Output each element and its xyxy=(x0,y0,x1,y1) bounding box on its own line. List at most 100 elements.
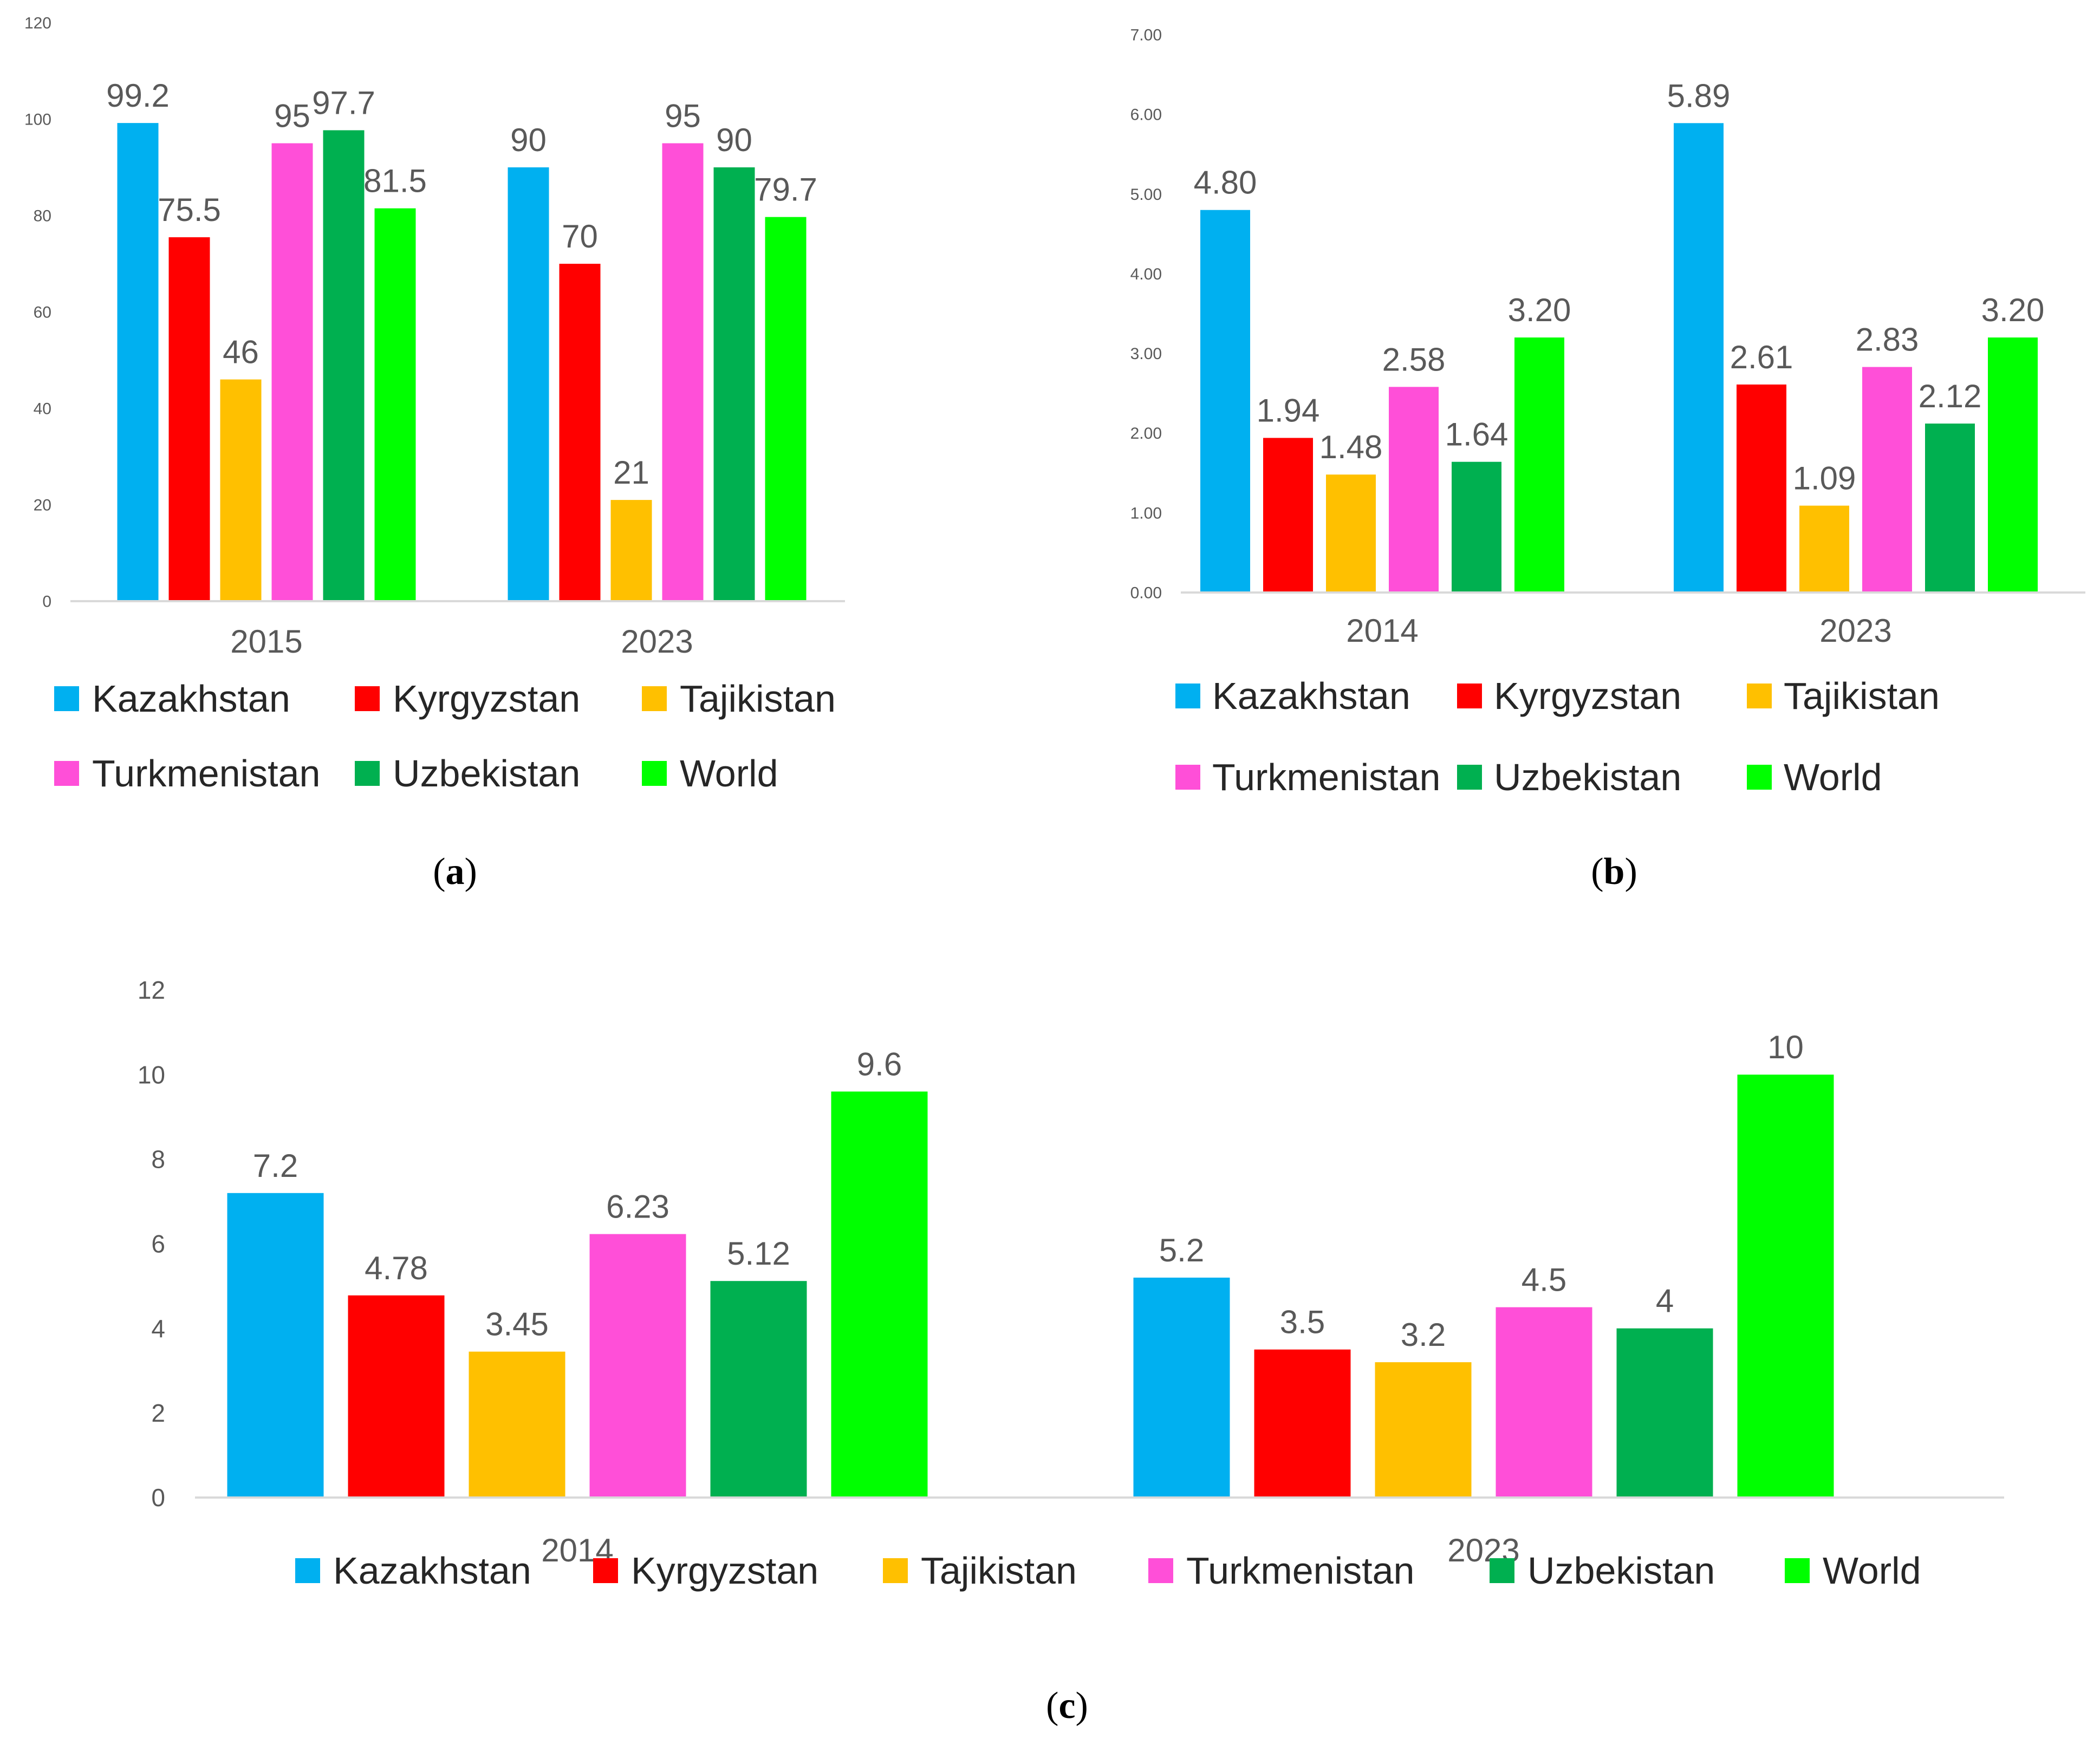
bar-tajikistan-2023 xyxy=(1799,505,1849,593)
legend-swatch-tajikistan xyxy=(883,1558,908,1583)
data-label-turkmenistan-2023: 4.5 xyxy=(1522,1262,1566,1298)
y-tick-label: 100 xyxy=(24,111,51,129)
chart-panel-a: 0 20 40 60 80 100 120 99.2 75.5 46 95 97.7 81.5 2015 9… xyxy=(0,0,867,812)
y-tick-label: 4.00 xyxy=(1130,265,1162,283)
bar-world-2014 xyxy=(831,1091,928,1498)
legend-label: Turkmenistan xyxy=(92,752,321,795)
legend-swatch-turkmenistan xyxy=(1175,765,1200,790)
legend-label: World xyxy=(1784,756,1882,798)
data-label-tajikistan-2015: 46 xyxy=(223,334,259,370)
data-label-kazakhstan-2014: 4.80 xyxy=(1194,165,1257,201)
y-tick-label: 0 xyxy=(151,1483,165,1512)
data-label-world-2023: 79.7 xyxy=(754,172,817,208)
y-tick-label: 60 xyxy=(34,304,51,322)
bar-world-2023 xyxy=(1737,1075,1834,1498)
legend-item-kyrgyzstan: Kyrgyzstan xyxy=(355,677,642,720)
data-label-uzbekistan-2023: 90 xyxy=(716,122,752,158)
bar-tajikistan-2015 xyxy=(220,379,262,601)
legend-item-kyrgyzstan: Kyrgyzstan xyxy=(593,1549,883,1592)
legend-item-turkmenistan: Turkmenistan xyxy=(54,752,355,795)
bar-world-2023 xyxy=(1988,337,2038,593)
legend-label: Kazakhstan xyxy=(92,678,290,720)
y-tick-label: 2.00 xyxy=(1130,425,1162,442)
y-tick-label: 40 xyxy=(34,400,51,418)
y-tick-label: 4 xyxy=(151,1314,165,1343)
bar-world-2015 xyxy=(374,208,416,601)
data-label-kyrgyzstan-2023: 70 xyxy=(562,218,598,255)
x-category-label: 2015 xyxy=(230,623,302,660)
bar-kyrgyzstan-2023 xyxy=(1737,384,1786,593)
data-label-turkmenistan-2023: 2.83 xyxy=(1856,322,1919,358)
caption-a-letter: a xyxy=(445,851,465,893)
legend-item-kazakhstan: Kazakhstan xyxy=(54,677,355,720)
data-label-turkmenistan-2023: 95 xyxy=(665,98,701,134)
bar-uzbekistan-2023 xyxy=(713,167,755,601)
bar-kyrgyzstan-2023 xyxy=(1254,1349,1351,1498)
caption-b: (b) xyxy=(1591,851,1637,893)
data-label-kyrgyzstan-2014: 1.94 xyxy=(1257,393,1320,429)
bar-uzbekistan-2014 xyxy=(710,1281,807,1498)
legend-label: Kyrgyzstan xyxy=(631,1550,819,1592)
data-label-kazakhstan-2023: 90 xyxy=(510,122,547,158)
chart-panel-c: 0 2 4 6 8 10 12 7.2 4.78 3.45 6.23 5.12 9.6 2014 5.2 3.… xyxy=(0,921,2100,1751)
y-tick-label: 6 xyxy=(151,1230,165,1258)
y-tick-label: 6.00 xyxy=(1130,106,1162,124)
legend-swatch-turkmenistan xyxy=(1148,1558,1173,1583)
data-label-world-2014: 3.20 xyxy=(1508,292,1571,328)
legend-swatch-tajikistan xyxy=(642,686,667,711)
x-category-label: 2014 xyxy=(1346,613,1418,649)
legend-label: World xyxy=(1823,1550,1921,1592)
data-label-tajikistan-2023: 3.2 xyxy=(1401,1317,1446,1353)
data-label-kyrgyzstan-2023: 2.61 xyxy=(1730,339,1793,375)
legend-label: Tajikistan xyxy=(680,678,836,720)
legend-item-world: World xyxy=(1785,1549,2001,1592)
legend-item-world: World xyxy=(642,752,896,795)
y-tick-label: 1.00 xyxy=(1130,504,1162,522)
legend-swatch-world xyxy=(1785,1558,1810,1583)
chart-c-legend: Kazakhstan Kyrgyzstan Tajikistan Turkmen… xyxy=(295,1549,2001,1592)
legend-label: Tajikistan xyxy=(921,1550,1077,1592)
bar-kyrgyzstan-2014 xyxy=(348,1295,445,1498)
legend-swatch-tajikistan xyxy=(1747,684,1772,708)
bar-tajikistan-2014 xyxy=(469,1351,565,1498)
bar-tajikistan-2023 xyxy=(1375,1362,1472,1498)
legend-item-tajikistan: Tajikistan xyxy=(642,677,896,720)
bar-kazakhstan-2023 xyxy=(508,167,549,601)
data-label-world-2014: 9.6 xyxy=(857,1046,902,1082)
data-label-turkmenistan-2015: 95 xyxy=(274,98,310,134)
y-tick-label: 8 xyxy=(151,1145,165,1173)
y-tick-label: 80 xyxy=(34,207,51,225)
bar-uzbekistan-2023 xyxy=(1925,424,1975,593)
caption-c: (c) xyxy=(1046,1685,1088,1727)
y-tick-label: 5.00 xyxy=(1130,186,1162,204)
chart-b-plot: 0.00 1.00 2.00 3.00 4.00 5.00 6.00 7.00 4.80 1.94… xyxy=(1130,27,2085,649)
caption-c-letter: c xyxy=(1058,1685,1076,1727)
data-label-tajikistan-2014: 3.45 xyxy=(485,1306,549,1343)
data-label-uzbekistan-2023: 4 xyxy=(1656,1283,1674,1319)
y-tick-label: 10 xyxy=(138,1060,165,1089)
bar-world-2023 xyxy=(765,217,807,601)
x-category-label: 2023 xyxy=(621,623,693,660)
legend-item-kazakhstan: Kazakhstan xyxy=(1175,674,1457,718)
y-tick-label: 3.00 xyxy=(1130,345,1162,363)
y-tick-label: 12 xyxy=(138,976,165,1004)
data-label-tajikistan-2014: 1.48 xyxy=(1319,429,1383,465)
data-label-tajikistan-2023: 21 xyxy=(613,454,649,491)
y-tick-label: 0 xyxy=(42,593,51,611)
data-label-kazakhstan-2014: 7.2 xyxy=(253,1148,298,1184)
data-label-kyrgyzstan-2014: 4.78 xyxy=(365,1250,428,1286)
y-tick-label: 20 xyxy=(34,497,51,515)
data-label-world-2015: 81.5 xyxy=(363,163,427,199)
y-tick-label: 2 xyxy=(151,1399,165,1427)
legend-item-uzbekistan: Uzbekistan xyxy=(355,752,642,795)
legend-item-world: World xyxy=(1747,756,2001,799)
data-label-uzbekistan-2014: 1.64 xyxy=(1445,416,1509,453)
legend-label: Uzbekistan xyxy=(1527,1550,1715,1592)
legend-label: World xyxy=(680,752,778,795)
chart-c-plot: 0246810127.24.783.456.235.129.620145.23.… xyxy=(138,976,2004,1568)
legend-item-kazakhstan: Kazakhstan xyxy=(295,1549,593,1592)
legend-item-turkmenistan: Turkmenistan xyxy=(1175,756,1457,799)
bar-kazakhstan-2014 xyxy=(1200,210,1250,593)
bar-tajikistan-2023 xyxy=(610,500,652,601)
